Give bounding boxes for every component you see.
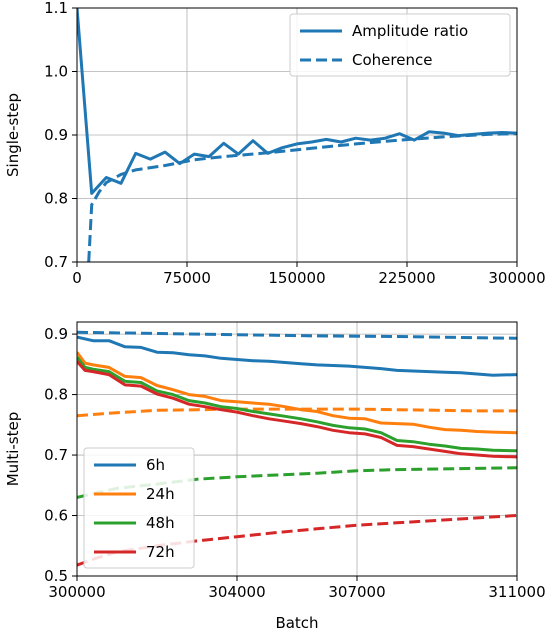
legend: 6h 24h 48h 72h: [83, 447, 195, 569]
series-line-24h: [77, 351, 517, 435]
x-tick-label: 150000: [268, 269, 325, 287]
y-tick-label: 0.8: [44, 190, 68, 208]
legend-label: 24h: [146, 485, 175, 503]
y-tick-label: 0.6: [44, 507, 68, 525]
x-tick-label: 225000: [378, 269, 435, 287]
series-group: [77, 8, 517, 262]
y-tick-label: 0.5: [44, 567, 68, 585]
series-line-6h: [77, 335, 517, 377]
x-tick-label: 300000: [488, 269, 545, 287]
series-line-48h: [77, 356, 517, 453]
axes-frame: [76, 321, 518, 577]
legend-label: 72h: [146, 543, 175, 561]
series-line-6h-dashed: [77, 330, 517, 340]
x-tick-label: 311000: [488, 583, 545, 601]
x-tick-label: 304000: [208, 583, 265, 601]
legend-label: 6h: [146, 456, 165, 474]
legend-label: Amplitude ratio: [352, 22, 468, 40]
x-tick-label: 307000: [328, 583, 385, 601]
y-tick-label: 0.7: [44, 446, 68, 464]
legend-box: [83, 447, 195, 569]
y-axis-label: Multi-step: [4, 412, 22, 487]
x-tick-label: 300000: [48, 583, 105, 601]
y-tick-label: 0.9: [44, 126, 68, 144]
y-tick-label: 1.1: [44, 0, 68, 17]
y-tick-label: 0.7: [44, 253, 68, 271]
legend-box: [289, 13, 511, 77]
x-tick-label: 75000: [163, 269, 211, 287]
y-tick-label: 0.8: [44, 386, 68, 404]
y-axis-label: Single-step: [4, 93, 22, 177]
chart-panel-1: 0 75000 150000 225000 300000 0.7 0.8 0.9 1.0 1.1 S…: [4, 0, 546, 287]
y-tick-label: 1.0: [44, 63, 68, 81]
x-axis-label: Batch: [275, 614, 318, 632]
series-line-72h: [77, 360, 517, 459]
series-line-amplitude-ratio: [77, 8, 517, 195]
series-line-24h-dashed: [77, 407, 517, 418]
series-line-coherence: [87, 132, 517, 262]
legend: Amplitude ratio Coherence: [289, 13, 511, 77]
y-tick-label: 0.9: [44, 325, 68, 343]
x-tick-label: 0: [72, 269, 82, 287]
legend-label: 48h: [146, 514, 175, 532]
chart-panel-2: 300000 304000 307000 311000 0.5 0.6 0.7 0.8 0.9 M…: [4, 321, 546, 632]
legend-label: Coherence: [352, 51, 432, 69]
